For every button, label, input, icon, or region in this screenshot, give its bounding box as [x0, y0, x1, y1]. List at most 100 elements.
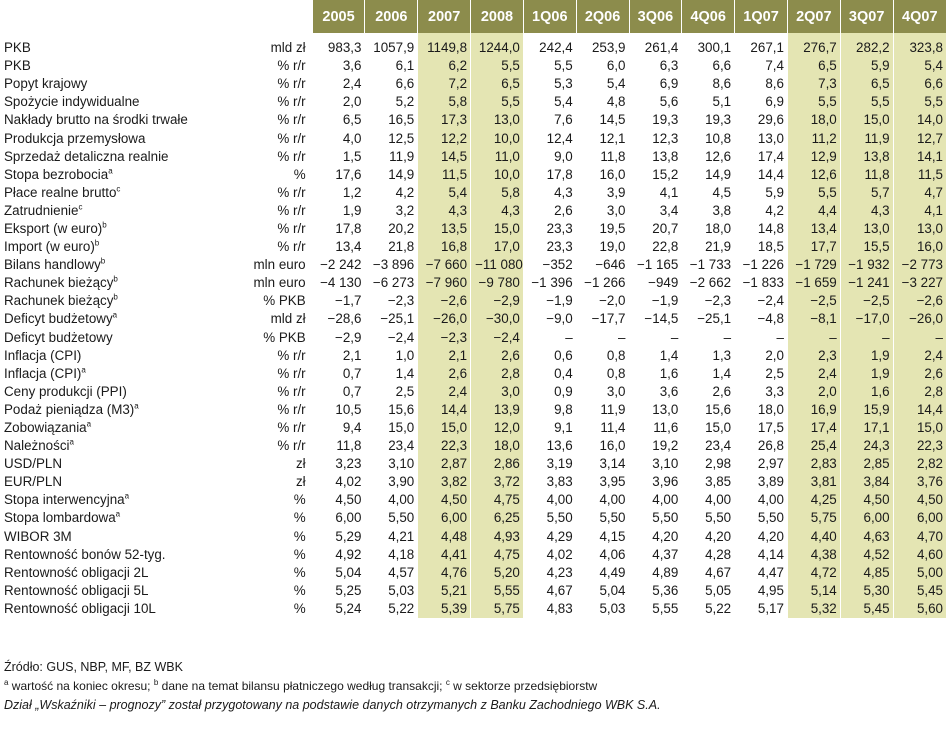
footnotes: Źródło: GUS, NBP, MF, BZ WBK a wartość n…	[4, 658, 661, 715]
value-cell: −1 266	[575, 274, 629, 293]
value-cell: 14,0	[892, 111, 946, 130]
footnote-mark: b	[102, 220, 107, 230]
table-row: Popyt krajowy% r/r 2,4 6,6 7,2 6,5 5,3 5,4 6,9 8…	[0, 75, 946, 94]
value-cell: −3 227	[892, 274, 946, 293]
row-unit: %	[293, 582, 306, 598]
row-label-text: Deficyt budżetowy	[4, 329, 113, 345]
column-header: 2Q07	[786, 0, 841, 33]
value-cell: 0,7	[311, 364, 365, 383]
value-cell: 5,5	[522, 57, 577, 76]
value-cell: 4,3	[839, 201, 894, 220]
value-cell: 1,9	[839, 364, 894, 383]
value-cell: 4,15	[575, 527, 629, 546]
value-cell: 14,4	[417, 400, 471, 419]
value-cell: 4,63	[839, 527, 894, 546]
value-cell: 4,1	[628, 183, 682, 202]
value-cell: –	[786, 328, 841, 347]
row-label: Import (w euro)b	[0, 238, 246, 256]
value-cell: 5,4	[522, 93, 577, 112]
value-cell: 2,86	[470, 455, 524, 474]
value-cell: 19,3	[681, 111, 735, 130]
value-cell: 5,75	[470, 599, 524, 618]
value-cell: −2,3	[681, 292, 735, 311]
value-cell: 3,6	[311, 57, 365, 76]
row-label-text: Bilans handlowy	[4, 257, 101, 273]
value-cell: 3,76	[892, 473, 946, 492]
value-cell: 3,95	[575, 473, 629, 492]
value-cell: 4,83	[522, 599, 577, 618]
value-cell: −7 660	[417, 256, 471, 275]
value-cell: 5,24	[311, 599, 365, 618]
value-cell: 6,00	[417, 509, 471, 528]
value-cell: 20,2	[364, 219, 418, 239]
value-cell: 4,67	[522, 581, 577, 600]
value-cell: 5,2	[364, 93, 418, 112]
footnote-mark: a	[134, 401, 139, 411]
value-cell: 3,9	[575, 183, 629, 202]
row-label: Inflacja (CPI)a	[0, 365, 246, 383]
row-label: EUR/PLN	[0, 473, 246, 491]
value-cell: 2,5	[734, 364, 788, 383]
row-label-text: Rentowność obligacji 5L	[4, 582, 149, 598]
value-cell: 21,8	[364, 238, 418, 257]
column-header: 4Q06	[681, 0, 735, 33]
value-cell: 14,4	[892, 400, 946, 419]
value-cell: 3,72	[470, 473, 524, 492]
footnote-mark: b	[94, 238, 100, 248]
value-cell: 13,8	[628, 147, 682, 166]
value-cell: −9,0	[522, 310, 577, 329]
table-row: EUR/PLN zł 4,02 3,90 3,82 3,72 3,83 3,95 3,96 3,8…	[0, 473, 946, 492]
indicators-table: 2005 2006 2007 2008 1Q06 2Q06 3Q06 4Q06 1Q07 2Q07…	[0, 0, 946, 618]
value-cell: 19,2	[628, 437, 682, 456]
value-cell: 4,47	[734, 563, 788, 582]
value-cell: 6,9	[628, 75, 682, 94]
value-cell: 19,5	[575, 219, 629, 239]
row-unit: % r/r	[277, 239, 306, 255]
value-cell: 4,50	[311, 491, 365, 510]
table-row: Rentowność obligacji 2L% 5,04 4,57 4,76 5,20…	[0, 563, 946, 582]
value-cell: 3,84	[839, 473, 894, 492]
value-cell: 17,0	[470, 238, 524, 257]
value-cell: 18,0	[470, 437, 524, 456]
value-cell: 5,55	[628, 599, 682, 618]
column-header: 4Q07	[892, 0, 946, 33]
row-label-text: PKB	[4, 40, 31, 56]
value-cell: 4,25	[786, 491, 841, 510]
value-cell: 3,96	[628, 473, 682, 492]
value-cell: 15,9	[839, 400, 894, 419]
value-cell: 4,75	[470, 491, 524, 510]
value-cell: 23,3	[522, 219, 577, 239]
value-cell: 5,8	[470, 183, 524, 202]
value-cell: 5,55	[470, 581, 524, 600]
value-cell: −1,7	[311, 292, 365, 311]
value-cell: 5,5	[786, 183, 841, 202]
value-cell: 17,8	[522, 165, 577, 184]
row-label: Stopa bezrobociaa	[0, 166, 246, 184]
row-label-text: USD/PLN	[4, 456, 63, 472]
footnote-mark: c	[116, 184, 121, 194]
value-cell: 4,92	[311, 545, 365, 564]
value-cell: 22,3	[892, 437, 946, 456]
header-row: 2005 2006 2007 2008 1Q06 2Q06 3Q06 4Q06 1Q07 2Q07…	[0, 0, 946, 33]
row-unit: %	[293, 564, 306, 580]
value-cell: 17,8	[311, 219, 365, 239]
value-cell: 5,5	[470, 57, 524, 76]
table-row: Stopa lombardowaa% 6,00 5,50 6,00 6,25 5,50 5,…	[0, 509, 946, 528]
value-cell: 23,4	[364, 437, 418, 456]
value-cell: 282,2	[839, 33, 894, 58]
value-cell: 2,4	[892, 346, 946, 365]
value-cell: 18,0	[786, 111, 841, 130]
value-cell: 3,90	[364, 473, 418, 492]
value-cell: 5,22	[364, 599, 418, 618]
value-cell: −6 273	[364, 274, 418, 293]
value-cell: 11,5	[892, 165, 946, 184]
value-cell: 4,67	[681, 563, 735, 582]
value-cell: 2,8	[892, 382, 946, 401]
value-cell: 19,3	[628, 111, 682, 130]
value-cell: 10,0	[470, 165, 524, 184]
value-cell: 6,5	[470, 75, 524, 94]
row-label: Rachunek bieżącyb	[0, 274, 246, 292]
value-cell: 5,60	[892, 599, 946, 618]
value-cell: 29,6	[734, 111, 788, 130]
